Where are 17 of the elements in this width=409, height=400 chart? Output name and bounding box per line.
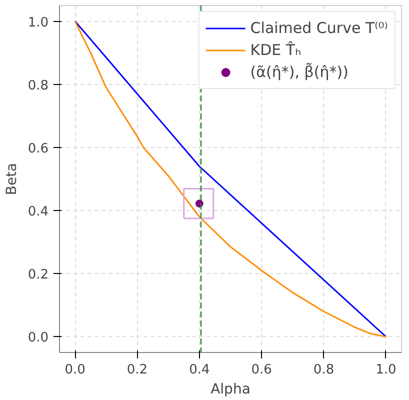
legend-label: Claimed Curve T⁽⁰⁾ bbox=[250, 19, 388, 37]
x-tick-label: 0.0 bbox=[64, 362, 86, 378]
y-tick-label: 1.0 bbox=[28, 15, 49, 30]
legend-label: KDE T̂ₕ bbox=[250, 41, 302, 59]
y-axis-title: Beta bbox=[4, 162, 20, 196]
x-tick-label: 0.8 bbox=[313, 362, 334, 378]
x-tick-label: 0.2 bbox=[126, 362, 148, 378]
y-tick-label: 0.0 bbox=[28, 330, 49, 346]
y-tick-label: 0.8 bbox=[28, 78, 49, 94]
y-tick-label: 0.2 bbox=[28, 268, 49, 283]
x-tick-label: 0.6 bbox=[251, 362, 272, 378]
legend-label: (α̃(η̂*), β̃(η̂*)) bbox=[250, 63, 348, 81]
y-tick-label: 0.6 bbox=[28, 141, 49, 156]
y-tick-label: 0.4 bbox=[28, 204, 49, 220]
x-tick-label: 1.0 bbox=[376, 362, 396, 378]
x-axis-title: Alpha bbox=[210, 382, 250, 398]
x-tick-label: 0.4 bbox=[189, 362, 210, 378]
